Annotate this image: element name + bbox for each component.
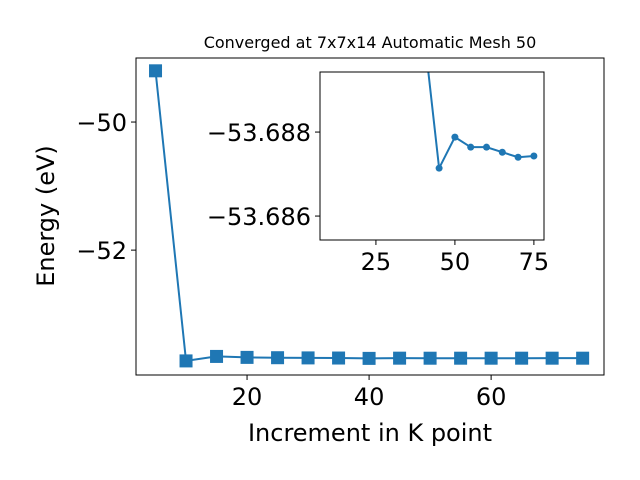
data-point [451, 133, 459, 141]
data-point [545, 351, 559, 365]
data-point [362, 351, 376, 365]
y-axis-label: Energy (eV) [32, 145, 60, 287]
x-tick-label: 60 [476, 383, 507, 411]
y-tick-label: −53.686 [207, 203, 311, 231]
data-point [482, 143, 490, 151]
data-point [514, 153, 522, 161]
data-point [423, 351, 437, 365]
plot-area [149, 64, 590, 368]
y-tick-label: −53.688 [207, 119, 311, 147]
x-tick-label: 75 [519, 248, 550, 276]
axes-frame [319, 71, 545, 241]
data-point [498, 148, 506, 156]
plot-area [427, 72, 538, 172]
data-point [576, 351, 590, 365]
data-point [271, 351, 285, 365]
y-tick-label: −52 [76, 237, 127, 265]
x-tick-label: 25 [361, 248, 392, 276]
x-tick-label: 40 [354, 383, 385, 411]
y-tick-label: −50 [76, 109, 127, 137]
data-point [454, 351, 468, 365]
data-point [435, 164, 443, 172]
x-axis-label: Increment in K point [248, 419, 492, 447]
data-point [467, 143, 475, 151]
data-point [210, 349, 224, 363]
axes-frame [135, 57, 605, 376]
data-point [149, 64, 163, 78]
data-point [301, 351, 315, 365]
data-point [484, 351, 498, 365]
data-point [393, 351, 407, 365]
data-point [515, 351, 529, 365]
data-point [179, 354, 193, 368]
chart-title: Converged at 7x7x14 Automatic Mesh 50 [204, 33, 537, 52]
x-tick-label: 50 [440, 248, 471, 276]
x-tick-label: 20 [232, 383, 263, 411]
data-point [240, 350, 254, 364]
data-point [530, 152, 538, 160]
data-point [332, 351, 346, 365]
